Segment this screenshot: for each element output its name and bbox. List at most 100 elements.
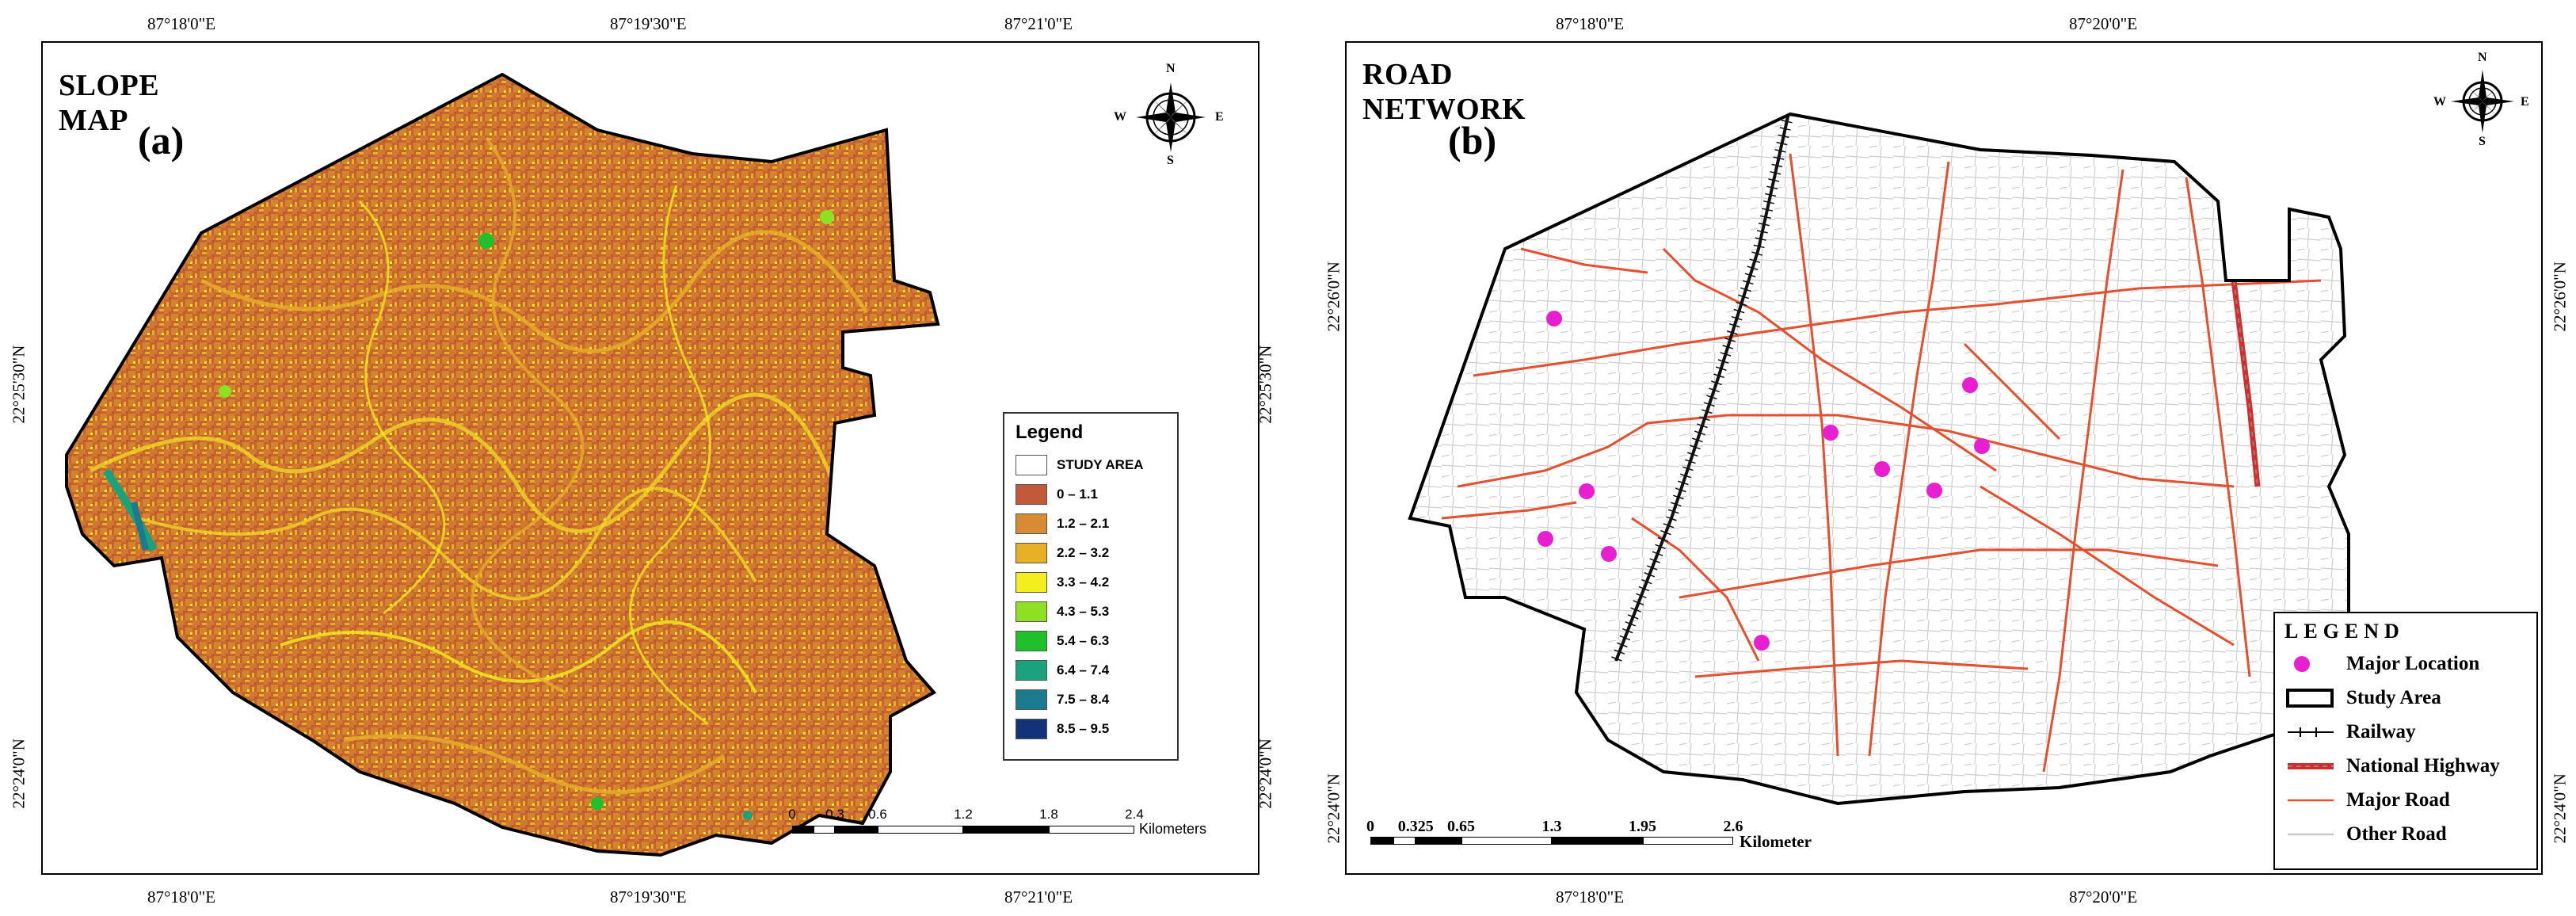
legend-symbol-box: [2284, 686, 2340, 710]
legend-label: Railway: [2346, 720, 2416, 742]
coord-left-b2: 22°24'0"N: [1324, 773, 1343, 844]
coord-left-2: 22°24'0"N: [9, 739, 29, 809]
legend-swatch: [1016, 571, 1047, 593]
slope-legend-item: 8.5 – 9.5: [1004, 714, 1177, 743]
slope-map-canvas: [65, 73, 939, 857]
coord-top-1: 87°18'0"E: [147, 14, 216, 33]
road-legend: LEGEND Major Location Study Area Railway Na…: [2273, 612, 2538, 870]
scale-segment: [814, 826, 835, 834]
slope-legend-item: STUDY AREA: [1004, 450, 1177, 479]
legend-swatch: [1016, 454, 1047, 475]
slope-legend: Legend STUDY AREA 0 – 1.1 1.2 – 2.1 2.2 – 3…: [1003, 412, 1179, 761]
legend-label: 4.3 – 5.3: [1057, 603, 1110, 619]
legend-swatch: [1016, 542, 1047, 563]
legend-swatch: [1016, 630, 1047, 651]
legend-label: Study Area: [2346, 686, 2441, 708]
scale-tick-label: 0.325: [1397, 818, 1434, 835]
compass-e: E: [1215, 110, 1224, 124]
scale-tick-label: 0.6: [868, 807, 887, 822]
scale-segment: [963, 826, 1049, 834]
legend-swatch: [1016, 601, 1047, 622]
scale-segment: [1552, 837, 1643, 845]
coord-right-b1: 22°26'0"N: [2550, 261, 2570, 332]
legend-label: National Highway: [2346, 754, 2500, 777]
coord-bottom-b1: 87°18'0"E: [1556, 887, 1625, 906]
compass-rose-svg: [1136, 82, 1206, 152]
legend-swatch: [1016, 718, 1047, 739]
road-legend-item: Study Area: [2275, 681, 2536, 715]
compass-rose-icon-b: N S W E: [2429, 48, 2536, 155]
coord-top-b2: 87°20'0"E: [2069, 14, 2138, 33]
scale-segment: [1416, 837, 1461, 845]
scale-tick-label: 2.4: [1125, 807, 1144, 822]
slope-legend-item: 6.4 – 7.4: [1004, 655, 1177, 685]
coord-bottom-b2: 87°20'0"E: [2069, 887, 2138, 906]
coord-top-b1: 87°18'0"E: [1556, 14, 1625, 33]
coord-top-3: 87°21'0"E: [1004, 14, 1073, 33]
scale-segment: [1461, 837, 1552, 845]
scale-tick-label: 1.8: [1039, 807, 1058, 822]
compass-s-b: S: [2479, 135, 2486, 148]
scale-segment: [878, 826, 963, 834]
road-legend-item: Other Road: [2275, 817, 2536, 851]
slope-legend-item: 0 – 1.1: [1004, 479, 1177, 509]
legend-symbol-rail: [2284, 720, 2340, 744]
scale-tick-label: 2.6: [1723, 818, 1743, 835]
compass-n-b: N: [2478, 51, 2487, 64]
compass-w-b: W: [2433, 95, 2446, 109]
slope-map-title: SLOPE MAP: [59, 69, 160, 137]
scale-segment: [792, 826, 814, 834]
slope-legend-item: 5.4 – 6.3: [1004, 626, 1177, 655]
legend-label: 0 – 1.1: [1057, 486, 1098, 502]
road-legend-item: National Highway: [2275, 749, 2536, 783]
road-map-canvas: [1408, 113, 2354, 805]
legend-label: Major Road: [2346, 788, 2450, 811]
coord-left-1: 22°25'30"N: [9, 345, 29, 424]
scale-segment: [1370, 837, 1393, 845]
legend-symbol-line: [2284, 788, 2340, 812]
slope-legend-item: 7.5 – 8.4: [1004, 685, 1177, 714]
scale-unit: Kilometers: [1139, 821, 1207, 837]
slope-legend-item: 2.2 – 3.2: [1004, 538, 1177, 567]
legend-label: 1.2 – 2.1: [1057, 515, 1110, 531]
legend-swatch: [1016, 513, 1047, 534]
scale-segment: [1642, 837, 1733, 845]
road-legend-item: Major Location: [2275, 647, 2536, 681]
legend-swatch: [1016, 483, 1047, 505]
scale-unit: Kilometer: [1740, 832, 1812, 851]
legend-swatch: [1016, 689, 1047, 710]
legend-label: Other Road: [2346, 822, 2447, 845]
compass-w: W: [1114, 110, 1126, 124]
slope-legend-item: 3.3 – 4.2: [1004, 567, 1177, 597]
legend-label: 7.5 – 8.4: [1057, 691, 1110, 707]
scale-bar-a: 0 0.3 0.6 1.2 1.8 2.4 Kilometers: [788, 807, 1220, 854]
legend-label: 3.3 – 4.2: [1057, 574, 1110, 590]
legend-swatch: [1016, 659, 1047, 681]
legend-label: STUDY AREA: [1057, 456, 1144, 472]
road-legend-title: LEGEND: [2284, 620, 2405, 643]
scale-tick-label: 1.3: [1541, 818, 1562, 835]
scale-bar-b: 0 0.325 0.65 1.3 1.95 2.6 Kilometer: [1366, 818, 1814, 865]
scale-tick-label: 1.95: [1629, 818, 1656, 835]
legend-symbol-dot: [2284, 652, 2340, 676]
legend-symbol-highway: [2284, 754, 2340, 778]
legend-label: Major Location: [2346, 652, 2480, 674]
road-map-frame: [1345, 41, 2543, 875]
scale-tick-label: 0: [788, 807, 796, 822]
legend-label: 6.4 – 7.4: [1057, 662, 1110, 677]
legend-label: 5.4 – 6.3: [1057, 632, 1110, 648]
legend-label: 2.2 – 3.2: [1057, 544, 1110, 560]
coord-bottom-3: 87°21'0"E: [1004, 887, 1073, 906]
scale-tick-label: 0.3: [825, 807, 844, 822]
slope-legend-item: 4.3 – 5.3: [1004, 597, 1177, 626]
scale-segment: [1393, 837, 1416, 845]
compass-rose-icon: N S W E: [1114, 60, 1225, 168]
coord-left-b1: 22°26'0"N: [1324, 261, 1343, 332]
coord-right-b2: 22°24'0"N: [2550, 773, 2570, 844]
scale-segment: [835, 826, 878, 834]
road-legend-item: Railway: [2275, 715, 2536, 749]
coord-top-2: 87°19'30"E: [610, 14, 687, 33]
compass-e-b: E: [2521, 95, 2529, 109]
compass-rose-svg-b: [2451, 70, 2514, 133]
slope-legend-item: 1.2 – 2.1: [1004, 509, 1177, 538]
